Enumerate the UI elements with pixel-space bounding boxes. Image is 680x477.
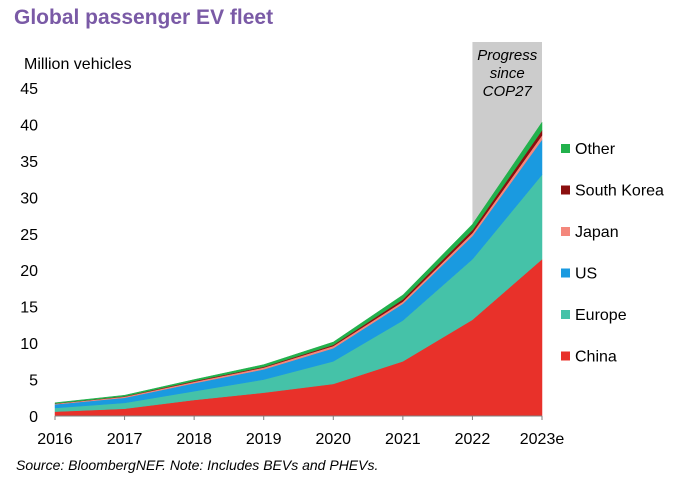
y-tick-label: 35 (20, 154, 38, 171)
y-tick-label: 0 (29, 409, 38, 426)
legend-label-south-korea: South Korea (575, 183, 664, 200)
y-tick-label: 5 (29, 373, 38, 390)
x-tick-label: 2022 (455, 431, 491, 448)
y-axis-label: Million vehicles (24, 56, 132, 73)
legend-label-other: Other (575, 141, 616, 158)
y-tick-label: 20 (20, 263, 38, 280)
legend-swatch-europe (561, 310, 570, 319)
x-tick-label: 2019 (246, 431, 282, 448)
legend-label-europe: Europe (575, 307, 627, 324)
x-tick-label: 2021 (385, 431, 421, 448)
y-tick-label: 45 (20, 81, 38, 98)
x-tick-label: 2018 (176, 431, 212, 448)
legend-swatch-us (561, 268, 570, 278)
y-tick-label: 10 (20, 336, 38, 353)
legend-swatch-other (561, 144, 570, 153)
y-tick-label: 15 (20, 300, 38, 317)
legend-label-japan: Japan (575, 224, 619, 241)
legend-label-china: China (575, 349, 617, 366)
x-tick-label: 2023e (520, 431, 565, 448)
area-other (54, 121, 543, 404)
legend-swatch-south-korea (561, 185, 570, 195)
legend-swatch-china (561, 351, 570, 361)
y-tick-label: 25 (20, 227, 38, 244)
y-tick-label: 30 (20, 190, 38, 207)
x-tick-label: 2017 (107, 431, 143, 448)
chart-title: Global passenger EV fleet (14, 6, 274, 29)
legend-label-us: US (575, 266, 597, 283)
legend-swatch-japan (561, 227, 570, 236)
highlight-band-label: COP27 (483, 83, 533, 100)
y-tick-label: 40 (20, 117, 38, 134)
x-tick-label: 2020 (315, 431, 351, 448)
highlight-band-label: since (490, 65, 525, 82)
source-note: Source: BloombergNEF. Note: Includes BEV… (16, 457, 379, 473)
x-tick-label: 2016 (37, 431, 73, 448)
highlight-band-label: Progress (477, 47, 538, 64)
